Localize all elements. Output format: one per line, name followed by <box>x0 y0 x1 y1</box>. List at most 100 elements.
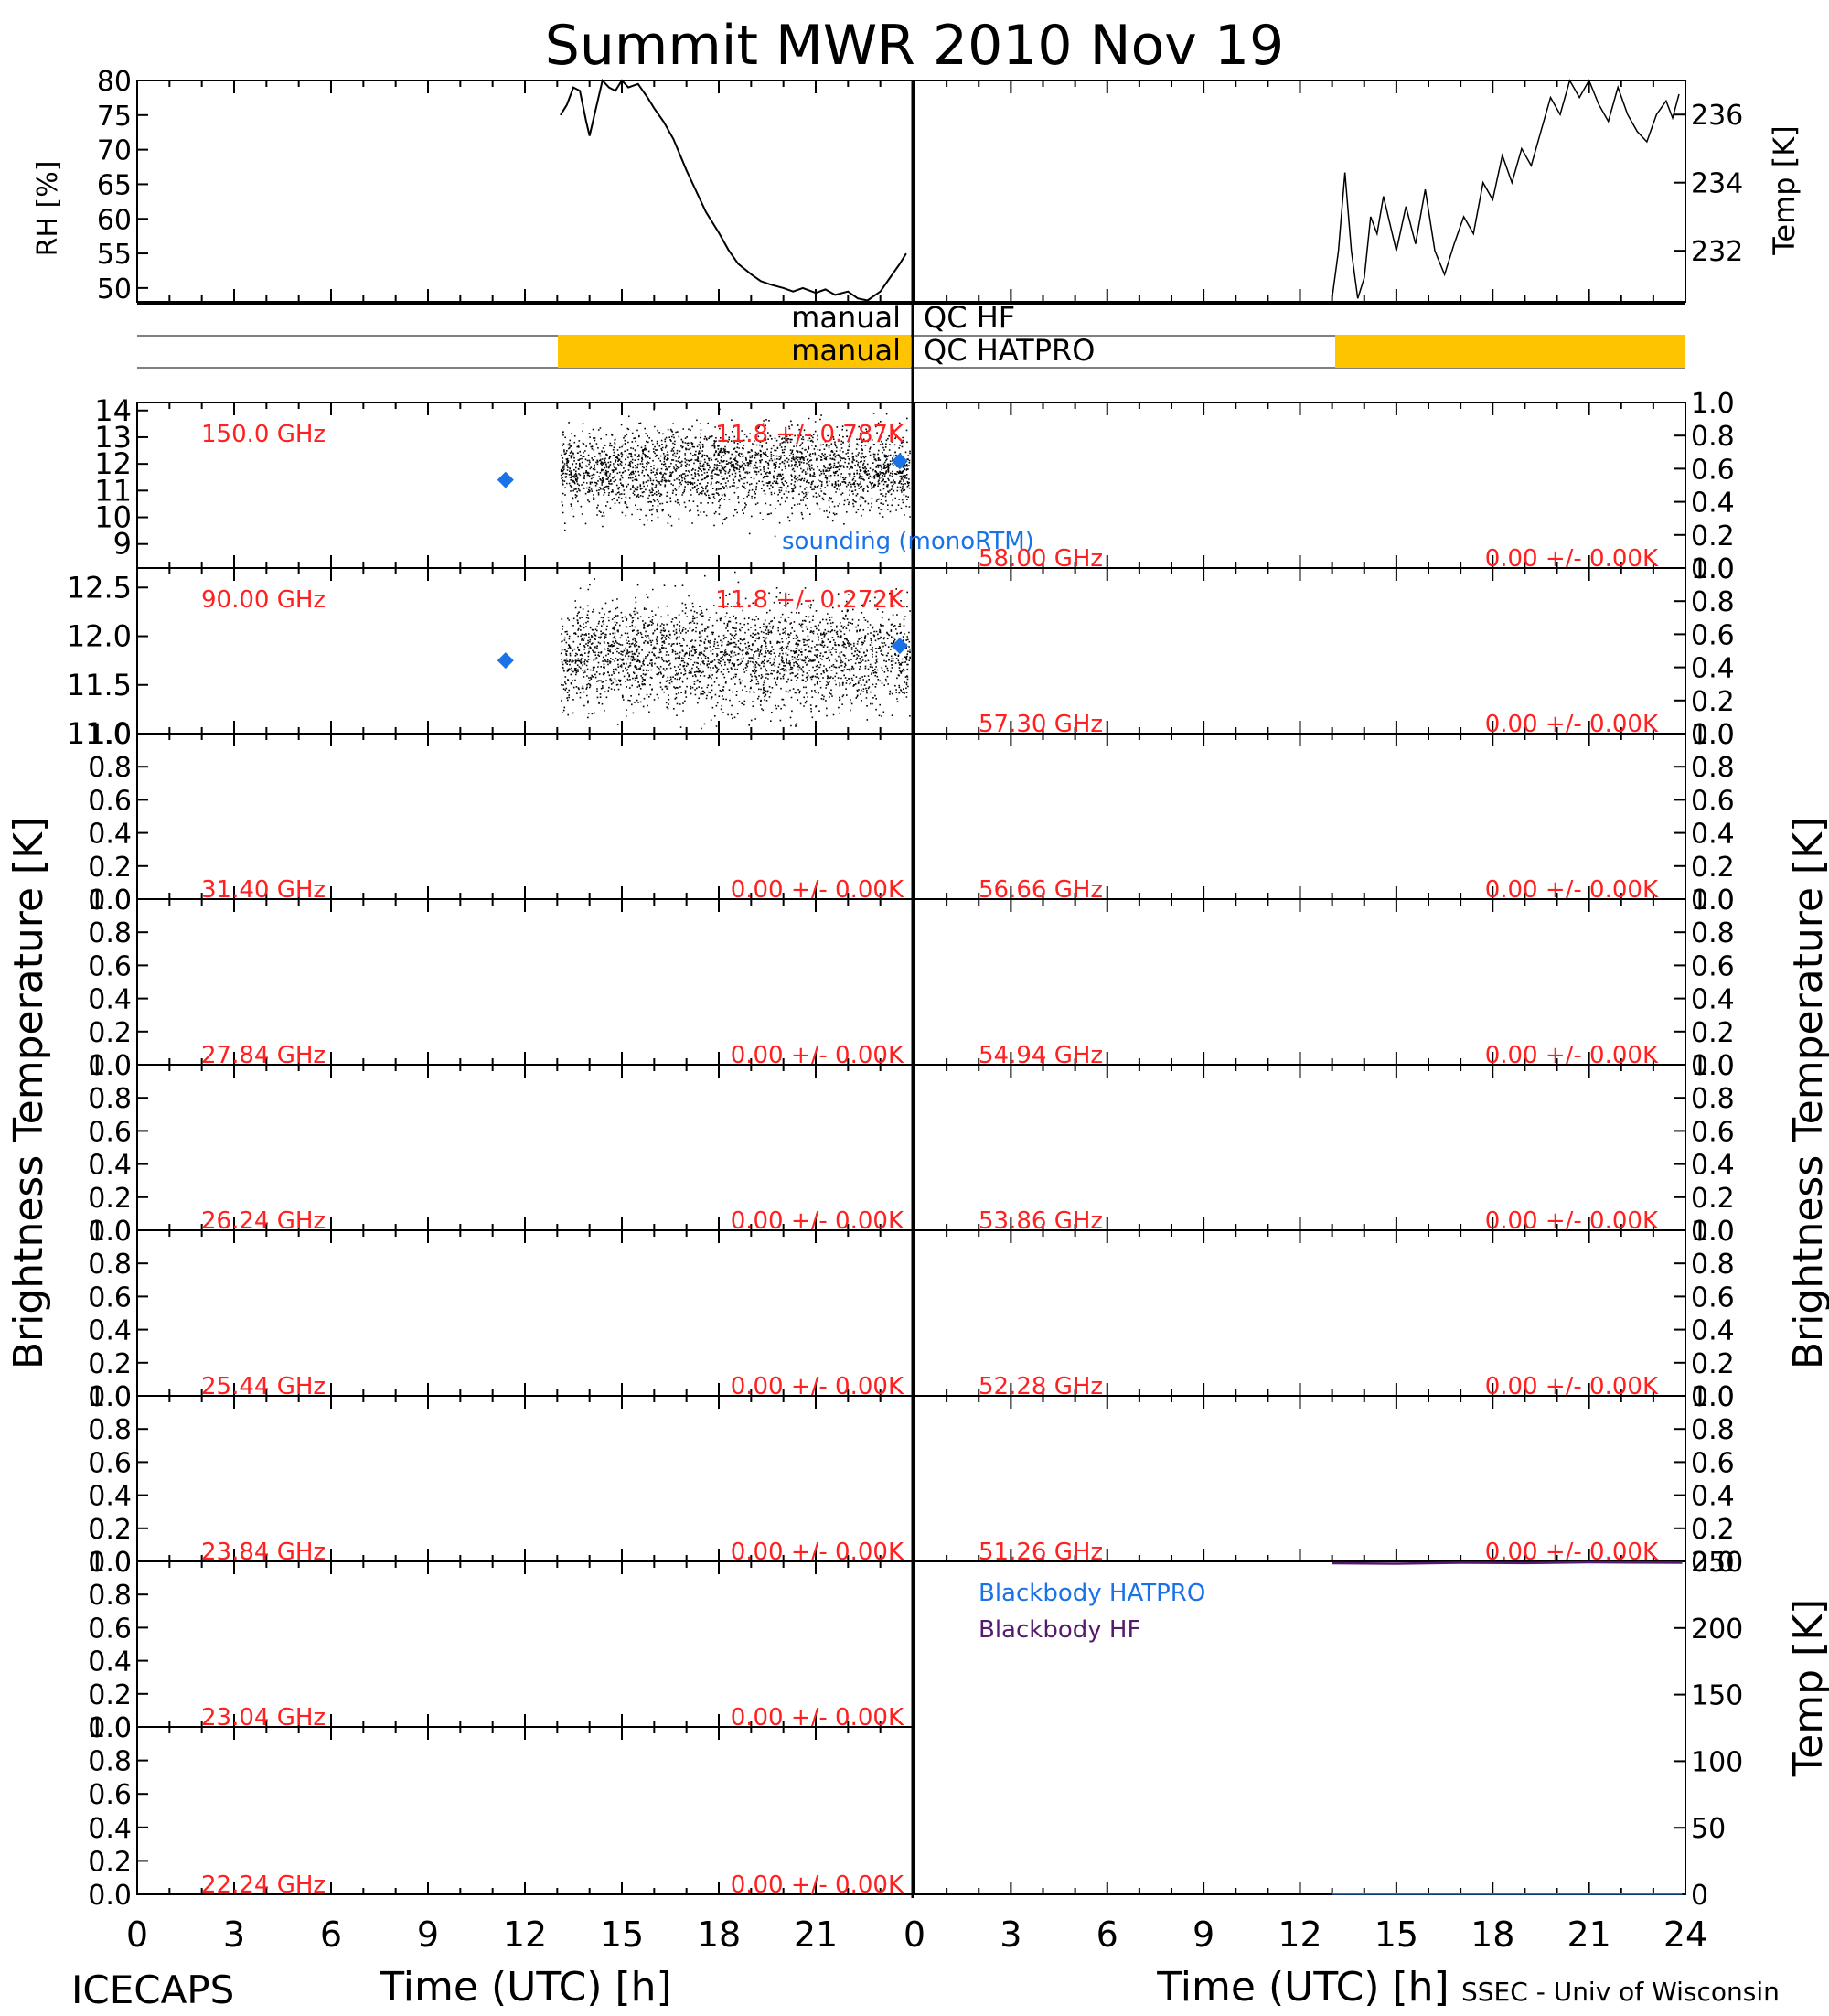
qc-hf-manual-label: manual <box>791 300 901 335</box>
y-tick-label: 0.2 <box>1691 1348 1735 1380</box>
tb-scatter <box>560 408 911 538</box>
y-tick-label: 0.8 <box>88 917 132 949</box>
y-tick-label: 0.2 <box>1691 1514 1735 1546</box>
y-tick-label: 1.0 <box>1691 1050 1735 1082</box>
channel-panel-22-24-GHz: 0.00.20.40.60.81.022.24 GHz 0.00 +/- 0.00… <box>88 1712 914 1912</box>
y-tick-label: 0.6 <box>1691 1447 1735 1479</box>
y-tick-label: 0.4 <box>1691 488 1735 520</box>
y-tick-label: 1.0 <box>88 719 132 751</box>
temp-axis-label: Temp [K] <box>1767 125 1802 255</box>
y-tick-label: 0.2 <box>1691 520 1735 552</box>
x-tick-label-right: 15 <box>1374 1914 1418 1955</box>
y-tick-label: 200 <box>1691 1614 1743 1646</box>
y-tick-label: 50 <box>97 273 132 306</box>
temp-panel: 232 234 236 <box>914 79 1743 303</box>
y-tick-label: 0.6 <box>1691 619 1735 651</box>
channel-freq-label: 90.00 GHz <box>201 586 326 614</box>
y-tick-label: 0.0 <box>88 1712 132 1744</box>
y-tick-label: 0.2 <box>1691 686 1735 718</box>
y-tick-label: 0.0 <box>1691 1381 1735 1413</box>
y-tick-label: 0.4 <box>88 984 132 1016</box>
y-tick-label: 1.0 <box>1691 885 1735 917</box>
blackbody-hf-legend: Blackbody HF <box>979 1616 1140 1644</box>
y-tick-label: 0.4 <box>88 1813 132 1845</box>
y-tick-label: 0.0 <box>88 1381 132 1413</box>
temp-line <box>1331 79 1680 299</box>
x-axis-label-right: Time (UTC) [h] <box>1156 1964 1449 2011</box>
y-tick-label: 0.4 <box>88 819 132 851</box>
rh-line <box>560 78 907 302</box>
x-tick-label-left: 6 <box>320 1914 342 1955</box>
y-tick-label: 0.2 <box>1691 852 1735 884</box>
y-tick-label: 1.0 <box>1691 388 1735 420</box>
x-tick-label-right: 12 <box>1278 1914 1321 1955</box>
y-tick-label: 0.0 <box>88 1547 132 1579</box>
x-tick-label-left: 18 <box>697 1914 741 1955</box>
blackbody-hf-line <box>1332 1560 1683 1565</box>
tb-scatter <box>560 567 911 735</box>
x-tick-label-left: 15 <box>600 1914 644 1955</box>
y-tick-label: 0.6 <box>1691 454 1735 486</box>
sounding-point <box>497 652 514 670</box>
qc-strips: manual QC HF manual QC HATPRO <box>137 300 1685 369</box>
y-tick-label: 150 <box>1691 1680 1743 1712</box>
y-tick-label: 1.0 <box>88 1216 132 1248</box>
sounding-legend: sounding (monoRTM) <box>782 528 1034 555</box>
x-tick-label-left: 21 <box>794 1914 838 1955</box>
x-tick-label-right: 18 <box>1471 1914 1514 1955</box>
y-tick-label: 0 <box>1691 1880 1708 1912</box>
y-tick-label: 0.2 <box>88 1846 132 1878</box>
y-tick-label: 0.4 <box>88 1150 132 1182</box>
y-tick-label: 0.0 <box>1691 1050 1735 1082</box>
x-tick-label-right: 24 <box>1663 1914 1707 1955</box>
y-tick-label: 236 <box>1691 100 1743 132</box>
y-tick-label: 0.4 <box>88 1646 132 1678</box>
x-tick-label-right: 0 <box>904 1914 925 1955</box>
y-tick-label: 0.4 <box>1691 1481 1735 1513</box>
left-brightness-axis-label: Brightness Temperature [K] <box>5 817 52 1369</box>
y-tick-label: 0.8 <box>1691 1414 1735 1446</box>
y-tick-label: 1.0 <box>1691 1216 1735 1248</box>
y-tick-label: 14 <box>94 393 132 428</box>
y-tick-label: 0.6 <box>88 1779 132 1811</box>
x-tick-label-right: 9 <box>1193 1914 1214 1955</box>
channel-stats-label: 11.8 +/- 0.787K <box>715 421 904 448</box>
y-tick-label: 0.0 <box>1691 719 1735 751</box>
y-tick-label: 0.2 <box>88 1514 132 1546</box>
y-tick-label: 0.8 <box>88 752 132 784</box>
y-tick-label: 0.4 <box>1691 1150 1735 1182</box>
y-tick-label: 1.0 <box>88 1547 132 1579</box>
y-tick-label: 11 <box>94 473 132 508</box>
y-tick-label: 65 <box>97 169 132 201</box>
y-tick-label: 0.0 <box>1691 1216 1735 1248</box>
y-tick-label: 0.8 <box>88 1249 132 1281</box>
y-tick-label: 11.5 <box>67 668 132 702</box>
y-tick-label: 0.2 <box>1691 1183 1735 1215</box>
sounding-point <box>891 453 908 470</box>
channel-freq-label: 150.0 GHz <box>201 421 326 448</box>
rh-axis-label: RH [%] <box>32 161 64 257</box>
y-tick-label: 0.0 <box>88 885 132 917</box>
y-tick-label: 234 <box>1691 168 1743 200</box>
x-axis-label-left: Time (UTC) [h] <box>379 1964 671 2011</box>
y-tick-label: 0.4 <box>1691 653 1735 685</box>
blackbody-hatpro-legend: Blackbody HATPRO <box>979 1580 1205 1607</box>
x-tick-label-left: 9 <box>417 1914 439 1955</box>
y-tick-label: 0.8 <box>88 1414 132 1446</box>
y-tick-label: 0.6 <box>1691 1281 1735 1314</box>
qc-hatpro-bar-left <box>558 335 911 368</box>
y-tick-label: 1.0 <box>1691 1381 1735 1413</box>
y-tick-label: 12 <box>94 446 132 481</box>
y-tick-label: 0.8 <box>1691 917 1735 949</box>
x-tick-label-right: 21 <box>1567 1914 1610 1955</box>
y-tick-label: 232 <box>1691 236 1743 268</box>
footer-right: SSEC - Univ of Wisconsin <box>1461 1977 1780 2007</box>
y-tick-label: 100 <box>1691 1746 1743 1778</box>
y-tick-label: 75 <box>97 101 132 133</box>
y-tick-label: 0.8 <box>1691 1249 1735 1281</box>
y-tick-label: 0.2 <box>88 1183 132 1215</box>
qc-hf-label: QC HF <box>924 300 1015 335</box>
y-tick-label: 0.6 <box>1691 785 1735 817</box>
